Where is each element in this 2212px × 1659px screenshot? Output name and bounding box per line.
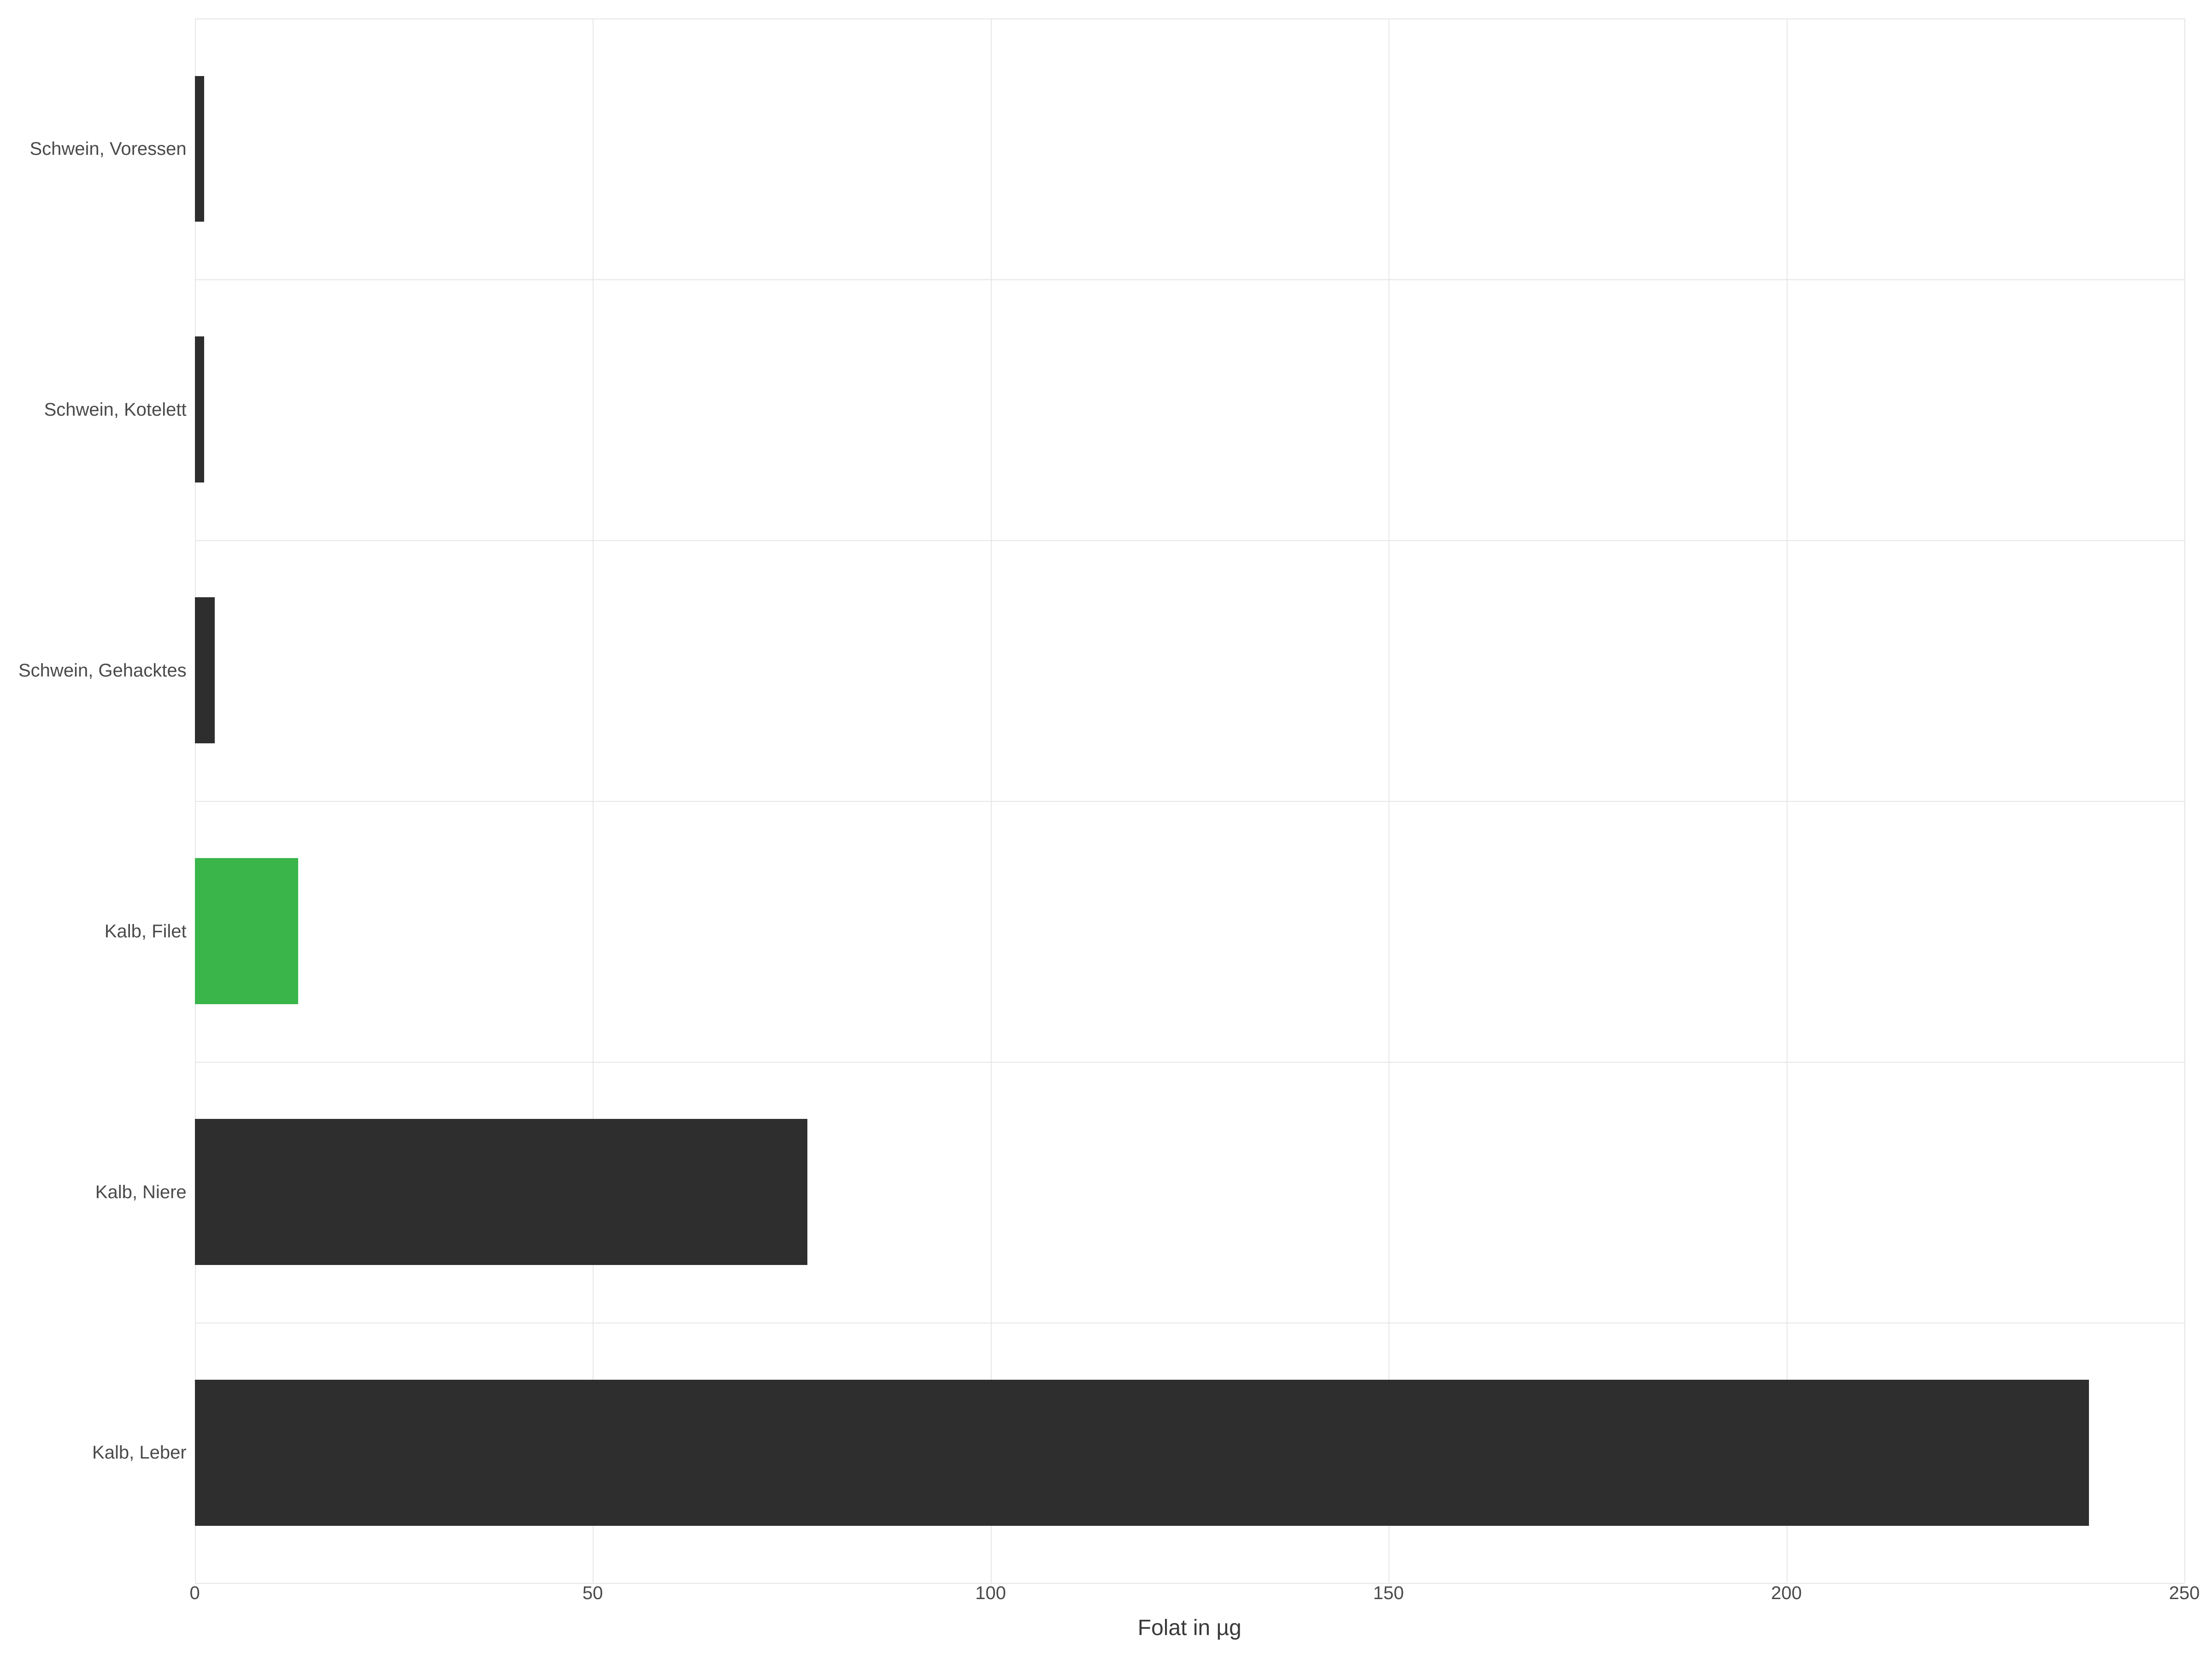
y-axis-label: Schwein, Kotelett [18, 400, 187, 420]
y-axis-label: Kalb, Filet [18, 921, 187, 941]
y-axis-label: Kalb, Leber [18, 1442, 187, 1463]
bar-row [195, 801, 2184, 1062]
axis-spacer: Schwein, VoressenSchwein, KotelettSchwei… [18, 1611, 195, 1641]
y-axis-label: Kalb, Niere [18, 1182, 187, 1202]
bar [195, 76, 205, 222]
bar-row [195, 1323, 2184, 1583]
bar-row [195, 1062, 2184, 1323]
axis-spacer: Schwein, VoressenSchwein, KotelettSchwei… [18, 1583, 195, 1611]
y-axis-labels: Schwein, Voressen Schwein, Kotelett Schwei… [18, 18, 195, 1583]
x-tick-label: 150 [1373, 1583, 1404, 1604]
x-axis: Schwein, VoressenSchwein, KotelettSchwei… [18, 1583, 2184, 1611]
x-tick-labels: 050100150200250 [195, 1583, 2184, 1611]
bar-row [195, 18, 2184, 279]
plot-area [195, 18, 2184, 1583]
bar-row [195, 279, 2184, 540]
x-axis-title-row: Schwein, VoressenSchwein, KotelettSchwei… [18, 1611, 2184, 1641]
x-tick-label: 200 [1771, 1583, 1802, 1604]
bar [195, 597, 215, 743]
x-tick-label: 50 [582, 1583, 603, 1604]
folat-bar-chart: Schwein, Voressen Schwein, Kotelett Schwei… [0, 0, 2212, 1659]
gridline-vertical [2184, 18, 2185, 1583]
x-tick-label: 100 [975, 1583, 1006, 1604]
bar [195, 858, 299, 1004]
bars-layer [195, 18, 2184, 1583]
y-axis-label: Schwein, Voressen [18, 139, 187, 159]
bar [195, 1380, 2089, 1526]
bar [195, 336, 205, 482]
chart-core: Schwein, Voressen Schwein, Kotelett Schwei… [18, 18, 2184, 1583]
bar [195, 1119, 808, 1265]
x-tick-label: 250 [2169, 1583, 2200, 1604]
bar-row [195, 540, 2184, 801]
y-axis-label: Schwein, Gehacktes [18, 660, 187, 681]
x-tick-label: 0 [190, 1583, 200, 1604]
x-axis-title: Folat in µg [195, 1615, 2184, 1641]
